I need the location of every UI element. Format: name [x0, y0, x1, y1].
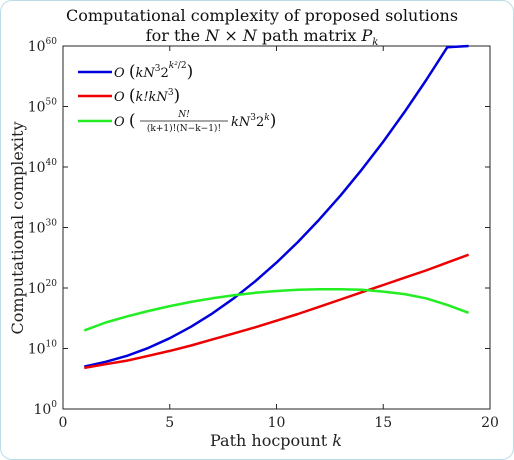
legend-blue-fracnum: k² — [169, 61, 178, 71]
y-tick-label: 1040 — [28, 158, 58, 176]
legend-blue-base2: 2 — [160, 66, 168, 81]
legend-red-close: ) — [174, 86, 181, 106]
x-axis-label-var: k — [332, 431, 342, 450]
y-tick-label: 100 — [33, 400, 57, 418]
legend-entry-blue: O (kN32k²/2) — [114, 61, 193, 82]
title-line2-sub: k — [372, 37, 378, 48]
legend-green-powk: k — [264, 113, 269, 123]
plot-area — [62, 45, 491, 410]
legend-blue-fracden: 2 — [181, 61, 187, 71]
series-line-blue — [84, 44, 469, 368]
chart-title-line2: for the N × N path matrix Pk — [146, 26, 379, 48]
series-line-green — [83, 287, 470, 332]
legend-blue-open: ( — [129, 62, 136, 82]
legend-red-body: k!kN — [135, 90, 168, 105]
y-tick-label: 1060 — [28, 37, 58, 55]
x-tick-label: 5 — [165, 415, 174, 431]
legend-green-close: ) — [270, 111, 277, 131]
legend-blue-slash: / — [178, 61, 182, 71]
legend-blue-body: kN — [135, 66, 155, 81]
y-tick-label: 1050 — [28, 98, 58, 116]
title-line2-p: P — [361, 26, 373, 45]
legend-green-frac-den: (k+1)!(N−k−1)! — [147, 123, 221, 134]
x-tick-label: 20 — [481, 415, 499, 431]
legend-green-base2: 2 — [256, 115, 264, 130]
legend-blue-close: ) — [187, 62, 194, 82]
legend-green-tail: kN32k) — [231, 111, 276, 131]
legend-green-pow3: 3 — [250, 113, 256, 123]
title-line2-mid: path matrix — [257, 26, 362, 45]
legend-red-open: ( — [129, 86, 136, 106]
x-axis-label-text: Path hocpount — [210, 431, 332, 450]
x-tick-label: 15 — [374, 415, 392, 431]
x-tick-label: 0 — [59, 415, 68, 431]
chart-title-line1: Computational complexity of proposed sol… — [66, 6, 458, 25]
legend-green-open: ( — [129, 111, 136, 131]
legend-blue-pow3: 3 — [155, 64, 161, 74]
legend-green-frac-num: N! — [177, 110, 190, 120]
legend-green-o: O — [114, 115, 125, 130]
legend-entry-green: O ( — [114, 111, 135, 131]
y-tick-label: 1010 — [28, 340, 58, 358]
y-axis-label: Computational complexity — [8, 122, 27, 335]
series-line-red — [84, 253, 470, 370]
y-tick-label: 1030 — [28, 219, 58, 237]
title-line2-pre: for the — [146, 26, 206, 45]
y-tick-label: 1020 — [28, 279, 58, 297]
x-axis-label: Path hocpount k — [210, 431, 342, 450]
legend-red-o: O — [114, 90, 125, 105]
title-line2-math: N × N — [204, 26, 258, 45]
legend: O (kN32k²/2) O (k!kN3) O ( N! (k+1)!(N−k… — [78, 61, 276, 134]
legend-blue-o: O — [114, 66, 125, 81]
x-tick-label: 10 — [268, 415, 286, 431]
legend-green-body: kN — [231, 115, 251, 130]
legend-red-pow3: 3 — [168, 88, 174, 98]
legend-entry-red: O (k!kN3) — [114, 86, 180, 106]
